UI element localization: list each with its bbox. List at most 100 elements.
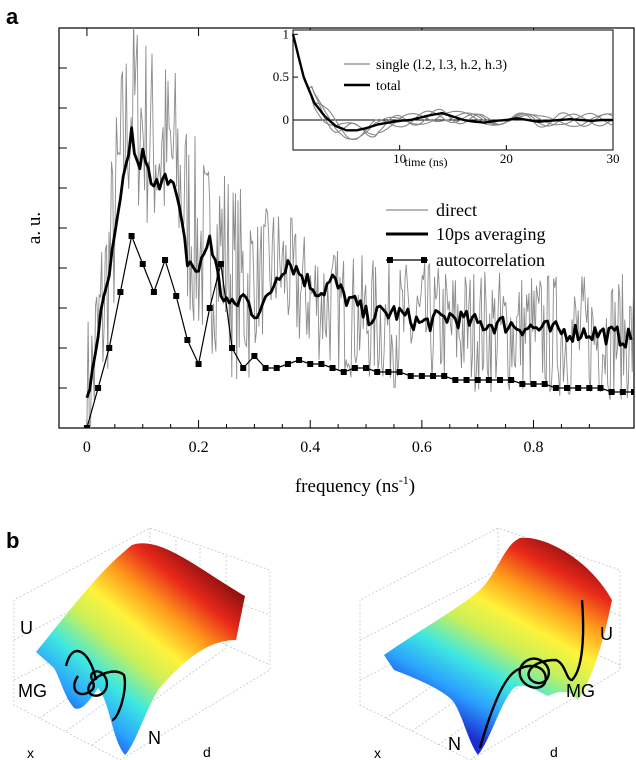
series-autocorrelation-marker [296, 357, 303, 363]
surface-left-label-mg: MG [18, 681, 47, 701]
series-autocorrelation-marker [597, 385, 604, 391]
main-y-axis-label: a. u. [24, 212, 45, 244]
surface-right: U MG N x d [359, 527, 621, 760]
inset-frame [292, 29, 614, 151]
series-autocorrelation-marker [430, 373, 437, 379]
series-autocorrelation-marker [307, 361, 314, 367]
main-plot: 0 0.2 0.4 0.6 0.8 a. u. frequency (ns-1) dir… [24, 27, 635, 497]
legend-marker-autocorrelation [387, 257, 393, 263]
legend-marker-autocorrelation-end [421, 257, 427, 263]
series-autocorrelation-marker [452, 377, 459, 383]
inset-series-single-line [292, 34, 614, 140]
series-autocorrelation-marker [530, 381, 537, 387]
series-autocorrelation-marker [363, 365, 370, 371]
surface-left-label-u: U [20, 618, 33, 638]
inset-background [293, 30, 631, 160]
inset-x-tick-label: 20 [500, 151, 513, 166]
inset-x-axis-label: time (ns) [405, 155, 448, 169]
surface-left-trajectory-loop [64, 650, 98, 681]
surface-right-mesh [384, 537, 612, 755]
inset-plot: 10 20 30 0 0.5 1 time (ns) single (l.2, l.3, … [273, 26, 631, 169]
inset-series-total-line [291, 34, 613, 132]
series-autocorrelation-marker [474, 377, 481, 383]
series-autocorrelation-marker [564, 385, 571, 391]
series-autocorrelation-marker [631, 389, 634, 395]
main-legend: direct 10ps averaging autocorrelation [386, 200, 545, 270]
series-autocorrelation-marker [262, 365, 269, 371]
series-autocorrelation-marker [407, 373, 414, 379]
series-autocorrelation-marker [329, 365, 336, 371]
series-autocorrelation-marker [229, 345, 236, 351]
series-autocorrelation-marker [318, 361, 325, 367]
series-autocorrelation-marker [206, 305, 213, 311]
series-autocorrelation-marker [240, 365, 247, 371]
series-autocorrelation-marker [619, 389, 626, 395]
series-autocorrelation-marker [139, 261, 146, 267]
series-autocorrelation-marker [117, 289, 124, 295]
inset-x-tick-label: 10 [393, 151, 406, 166]
series-autocorrelation-marker [485, 377, 492, 383]
series-autocorrelation-marker [463, 377, 470, 383]
surface-right-trajectory [478, 599, 585, 749]
surface-left: U MG N x d [13, 527, 271, 760]
inset-y-tick-label: 0 [283, 112, 290, 127]
series-autocorrelation-marker [95, 385, 102, 391]
surface-right-label-d: d [550, 744, 558, 760]
series-autocorrelation-marker [217, 261, 224, 267]
series-autocorrelation-marker [396, 369, 403, 375]
series-autocorrelation-marker [251, 353, 258, 359]
main-x-axis-label: frequency (ns-1) [295, 473, 415, 497]
series-autocorrelation-marker [173, 293, 180, 299]
inset-x-tick-label: 30 [607, 151, 620, 166]
main-series [83, 28, 634, 428]
main-x-tick-label: 0.2 [189, 439, 209, 456]
series-autocorrelation-marker [385, 369, 392, 375]
inset-legend-label-total: total [376, 79, 401, 94]
main-x-tick-label: 0.8 [524, 439, 544, 456]
inset-y-tick-label: 1 [283, 26, 290, 41]
series-autocorrelation-marker [184, 337, 191, 343]
series-autocorrelation-marker [441, 373, 448, 379]
series-autocorrelation-marker [351, 365, 358, 371]
inset-series-single-line [292, 34, 614, 138]
series-autocorrelation-marker [195, 361, 202, 367]
series-autocorrelation-marker [418, 373, 425, 379]
inset-legend: single (l.2, l.3, h.2, h.3) total [344, 58, 507, 94]
panel-b-label: b [6, 528, 19, 553]
main-x-tick-label: 0.4 [300, 439, 320, 456]
series-direct-line [86, 28, 634, 428]
series-autocorrelation-marker [374, 369, 381, 375]
series-averaging-line [85, 126, 633, 399]
series-autocorrelation-marker [83, 425, 90, 428]
series-autocorrelation-marker [150, 289, 157, 295]
series-autocorrelation-marker [519, 381, 526, 387]
series-autocorrelation-marker [273, 365, 280, 371]
main-x-axis-label-end: ) [409, 476, 415, 497]
inset-y-tick-label: 0.5 [273, 69, 289, 84]
surface-left-label-x: x [27, 745, 34, 760]
surface-right-label-u: U [600, 624, 613, 644]
main-x-tick-label: 0 [83, 439, 91, 456]
legend-label-direct: direct [436, 200, 477, 220]
surface-left-trajectory [73, 670, 127, 722]
surface-right-label-x: x [374, 745, 381, 760]
surface-left-label-n: N [148, 728, 161, 748]
panel-a-label: a [6, 4, 19, 29]
series-autocorrelation-marker [497, 377, 504, 383]
series-autocorrelation-marker [162, 257, 169, 263]
series-autocorrelation-marker [552, 385, 559, 391]
series-autocorrelation-marker [508, 377, 515, 383]
series-autocorrelation-marker [106, 345, 113, 351]
series-autocorrelation-marker [284, 361, 291, 367]
surface-right-label-mg: MG [566, 681, 595, 701]
main-x-axis-label-text: frequency (ns [295, 476, 399, 497]
series-autocorrelation-marker [128, 233, 135, 239]
inset-legend-label-single: single (l.2, l.3, h.2, h.3) [376, 58, 507, 73]
surface-right-label-n: N [448, 734, 461, 754]
main-x-tick-label: 0.6 [412, 439, 432, 456]
series-autocorrelation-marker [608, 389, 615, 395]
series-autocorrelation-marker [340, 369, 347, 375]
series-autocorrelation-marker [575, 385, 582, 391]
legend-label-autocorrelation: autocorrelation [436, 250, 545, 270]
